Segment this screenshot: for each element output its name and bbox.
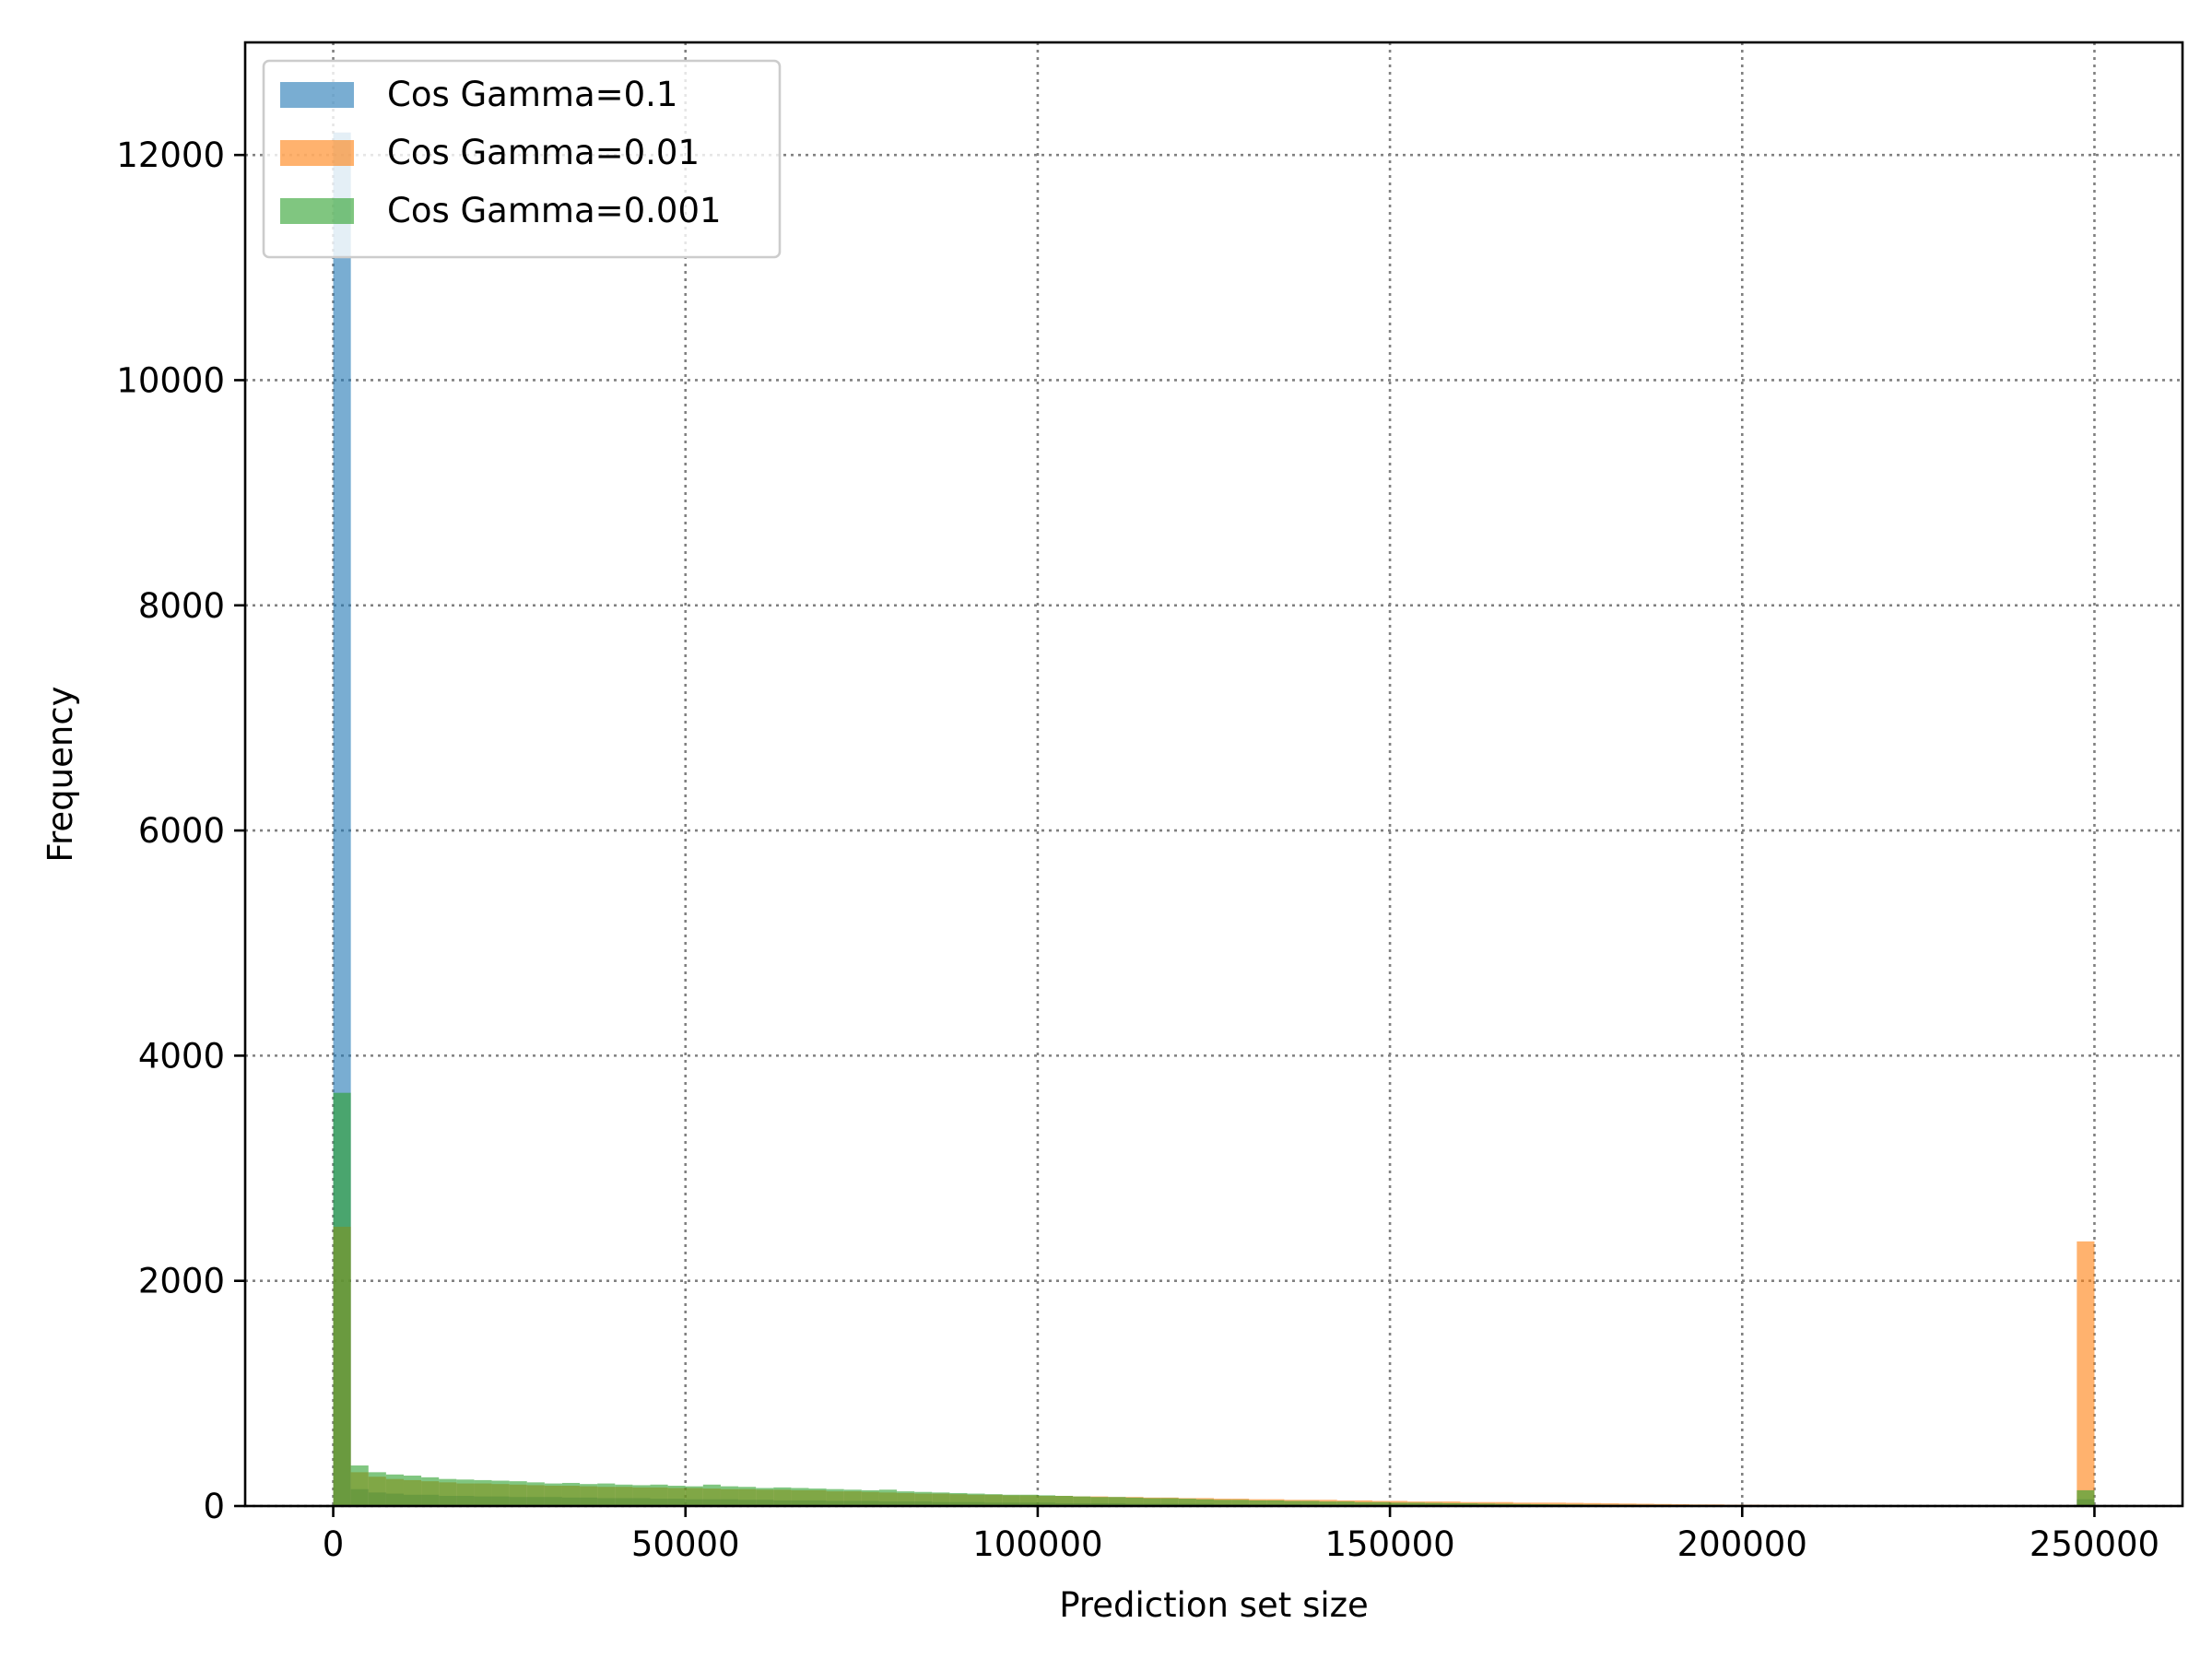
series-3-bars bbox=[333, 1092, 2095, 1506]
histogram-bar bbox=[439, 1478, 457, 1506]
x-tick-label: 150000 bbox=[1324, 1524, 1454, 1564]
histogram-bar bbox=[932, 1492, 950, 1506]
x-tick-label: 250000 bbox=[2030, 1524, 2159, 1564]
histogram-bar bbox=[1214, 1500, 1232, 1506]
histogram-bar bbox=[1108, 1497, 1126, 1506]
histogram-bar bbox=[474, 1479, 492, 1506]
histogram-bar bbox=[580, 1484, 598, 1506]
histogram-bar bbox=[421, 1477, 440, 1506]
x-tick-label: 50000 bbox=[631, 1524, 740, 1564]
x-axis-ticks: 0 50000 100000 150000 200000 250000 bbox=[323, 1506, 2159, 1564]
histogram-bars bbox=[333, 132, 2095, 1506]
histogram-bar bbox=[2077, 1489, 2095, 1506]
legend-label: Cos Gamma=0.01 bbox=[387, 133, 700, 172]
histogram-bar bbox=[509, 1481, 527, 1506]
y-tick-label: 8000 bbox=[138, 586, 225, 626]
histogram-bar bbox=[526, 1482, 545, 1506]
histogram-bar bbox=[1143, 1498, 1161, 1506]
histogram-bar bbox=[333, 1092, 351, 1506]
legend: Cos Gamma=0.1 Cos Gamma=0.01 Cos Gamma=0.0… bbox=[262, 59, 782, 259]
histogram-bar bbox=[1090, 1497, 1109, 1506]
histogram-bar bbox=[667, 1486, 686, 1506]
histogram-bar bbox=[702, 1484, 721, 1506]
histogram-bar bbox=[756, 1488, 774, 1506]
histogram-bar bbox=[843, 1489, 862, 1506]
histogram-bar bbox=[967, 1493, 985, 1506]
histogram-bar bbox=[1336, 1501, 1355, 1506]
histogram-bar bbox=[1460, 1503, 1478, 1506]
histogram-bar bbox=[1019, 1494, 1038, 1506]
legend-label: Cos Gamma=0.001 bbox=[387, 191, 722, 230]
histogram-bar bbox=[1371, 1501, 1391, 1506]
y-tick-label: 10000 bbox=[116, 360, 225, 400]
histogram-bar bbox=[2077, 1241, 2095, 1506]
axes-frame bbox=[243, 41, 2184, 1508]
legend-swatch bbox=[280, 198, 354, 224]
histogram-bar bbox=[1178, 1499, 1196, 1506]
histogram-bar bbox=[791, 1488, 809, 1506]
legend-box bbox=[262, 59, 782, 259]
histogram-bar bbox=[1301, 1500, 1320, 1506]
x-tick-label: 0 bbox=[323, 1524, 345, 1564]
plot-area bbox=[245, 42, 2183, 1506]
y-tick-label: 2000 bbox=[138, 1262, 225, 1301]
histogram-bar bbox=[385, 1474, 404, 1506]
histogram-bar bbox=[720, 1486, 739, 1506]
histogram-bar bbox=[1037, 1495, 1056, 1506]
histogram-bar bbox=[650, 1484, 668, 1506]
histogram-bar bbox=[1407, 1502, 1426, 1506]
histogram-bar bbox=[1125, 1497, 1144, 1506]
histogram-bar bbox=[491, 1480, 510, 1506]
y-tick-label: 4000 bbox=[138, 1036, 225, 1076]
histogram-bar bbox=[1266, 1500, 1285, 1506]
histogram-bar bbox=[615, 1484, 633, 1506]
x-tick-label: 200000 bbox=[1677, 1524, 1807, 1564]
histogram-bar bbox=[878, 1489, 898, 1506]
histogram-bar bbox=[897, 1491, 915, 1506]
x-tick-label: 100000 bbox=[972, 1524, 1102, 1564]
histogram-bar bbox=[1160, 1498, 1179, 1506]
histogram-bar bbox=[685, 1486, 703, 1506]
histogram-bar bbox=[1249, 1500, 1267, 1506]
histogram-bar bbox=[1477, 1503, 1496, 1506]
histogram-bar bbox=[949, 1492, 968, 1506]
legend-swatch bbox=[280, 82, 354, 108]
histogram-bar bbox=[826, 1488, 844, 1506]
legend-label: Cos Gamma=0.1 bbox=[387, 75, 677, 114]
histogram-bar bbox=[1231, 1500, 1250, 1506]
y-tick-label: 0 bbox=[203, 1487, 225, 1526]
histogram-bar bbox=[1442, 1502, 1461, 1506]
histogram-bar bbox=[1390, 1502, 1408, 1506]
histogram-bar bbox=[738, 1487, 757, 1506]
histogram-bar bbox=[1319, 1501, 1337, 1506]
histogram-bar bbox=[544, 1483, 562, 1506]
y-tick-label: 12000 bbox=[116, 135, 225, 175]
histogram-bar bbox=[861, 1489, 879, 1506]
histogram-bar bbox=[368, 1472, 386, 1506]
histogram-bar bbox=[632, 1485, 651, 1506]
histogram-bar bbox=[1425, 1502, 1443, 1506]
legend-swatch bbox=[280, 140, 354, 166]
histogram-bar bbox=[914, 1491, 933, 1506]
histogram-bar bbox=[597, 1483, 616, 1506]
histogram-bar bbox=[1284, 1500, 1302, 1506]
x-axis-label: Prediction set size bbox=[1059, 1585, 1369, 1625]
histogram-bar bbox=[984, 1494, 1003, 1506]
histogram-bar bbox=[456, 1479, 475, 1506]
y-axis-label: Frequency bbox=[41, 686, 80, 862]
histogram-bar bbox=[561, 1482, 581, 1506]
histogram-bar bbox=[1055, 1496, 1074, 1506]
histogram-bar bbox=[1002, 1494, 1020, 1506]
histogram-bar bbox=[1073, 1496, 1091, 1506]
histogram-bar bbox=[1195, 1499, 1214, 1506]
histogram-bar bbox=[1354, 1501, 1372, 1506]
y-axis-ticks: 0 2000 4000 6000 8000 10000 12000 bbox=[116, 135, 245, 1526]
histogram-bar bbox=[350, 1465, 369, 1506]
histogram-bar bbox=[808, 1488, 827, 1506]
histogram-bar bbox=[403, 1476, 422, 1506]
histogram-bar bbox=[773, 1487, 792, 1506]
y-tick-label: 6000 bbox=[138, 811, 225, 851]
